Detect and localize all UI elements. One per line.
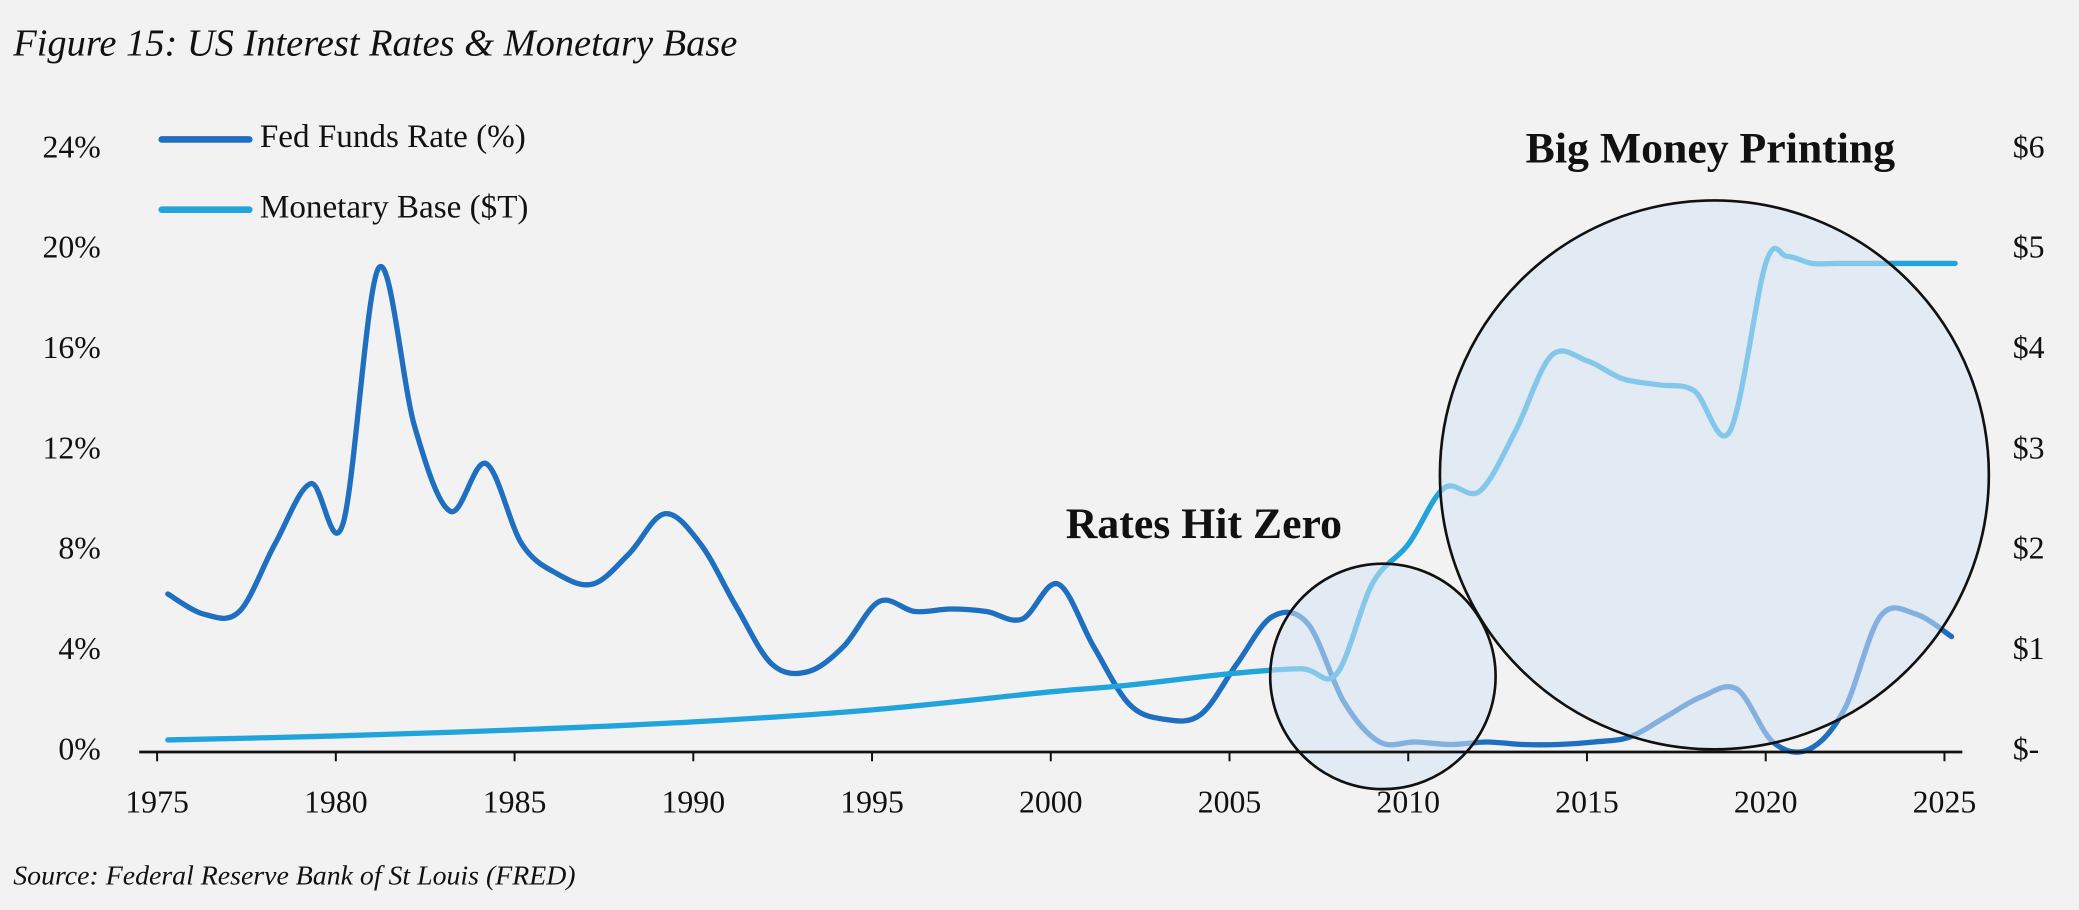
legend-label: Monetary Base ($T)	[260, 188, 529, 225]
y-tick-label: 16%	[42, 330, 100, 365]
x-tick-label: 2015	[1555, 784, 1619, 819]
y2-tick-label: $3	[2013, 430, 2045, 465]
x-tick-label: 1975	[125, 784, 189, 819]
highlight-circle	[1438, 199, 1991, 751]
x-tick-label: 1995	[840, 784, 904, 819]
annotation: Rates Hit Zero	[1066, 500, 1342, 548]
source-note: Source: Federal Reserve Bank of St Louis…	[13, 860, 575, 891]
x-tick-label: 2025	[1913, 784, 1977, 819]
annotation: Big Money Printing	[1526, 125, 1896, 173]
y-tick-label: 20%	[42, 230, 100, 265]
y2-tick-label: $2	[2013, 531, 2045, 566]
y-tick-label: 12%	[42, 430, 100, 465]
x-tick-label: 1980	[304, 784, 368, 819]
y-tick-label: 4%	[58, 631, 100, 666]
y2-tick-label: $4	[2013, 330, 2045, 365]
legend-label: Fed Funds Rate (%)	[260, 118, 526, 155]
y2-tick-label: $6	[2013, 129, 2045, 164]
highlight-circle	[1268, 562, 1497, 791]
x-tick-label: 1985	[483, 784, 547, 819]
x-tick-label: 2010	[1376, 784, 1440, 819]
x-tick-label: 2000	[1019, 784, 1083, 819]
y2-tick-label: $1	[2013, 631, 2045, 666]
x-tick-label: 2020	[1734, 784, 1798, 819]
chart-title: Figure 15: US Interest Rates & Monetary …	[12, 22, 737, 64]
y2-tick-label: $-	[2013, 731, 2040, 766]
x-tick-label: 1990	[661, 784, 725, 819]
y2-tick-label: $5	[2013, 230, 2045, 265]
y-tick-label: 24%	[42, 129, 100, 164]
x-tick-label: 2005	[1198, 784, 1262, 819]
y-tick-label: 8%	[58, 531, 100, 566]
y-tick-label: 0%	[58, 731, 100, 766]
